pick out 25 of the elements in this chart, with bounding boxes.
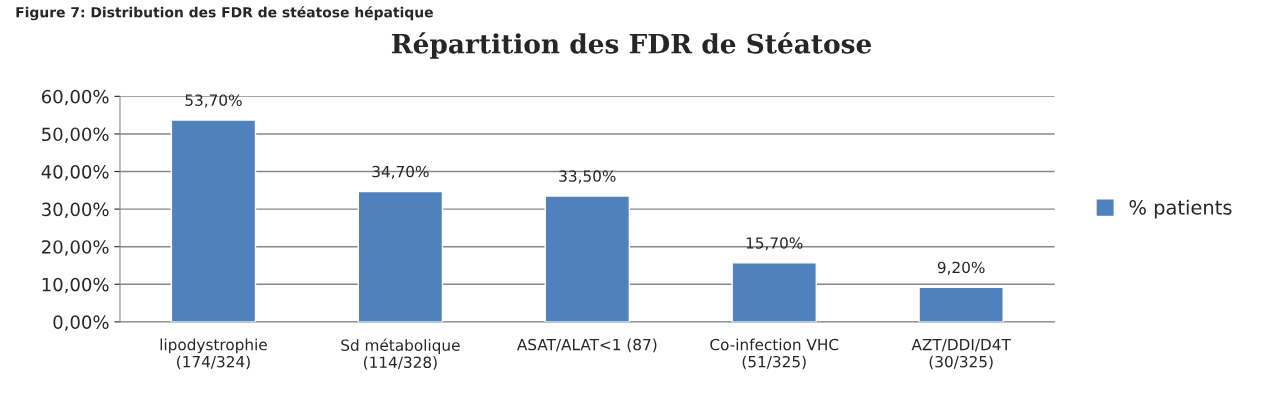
x-tick-label: lipodystrophie (174/324) bbox=[160, 338, 267, 370]
bar bbox=[544, 195, 631, 322]
data-label: 33,50% bbox=[559, 170, 616, 184]
x-tick-label: ASAT/ALAT<1 (87) bbox=[517, 338, 657, 353]
y-tick-label: 20,00% bbox=[42, 240, 109, 256]
bar bbox=[918, 286, 1004, 322]
bar bbox=[170, 119, 257, 322]
legend-label: % patients bbox=[1129, 199, 1232, 219]
y-tick-label: 30,00% bbox=[42, 202, 109, 219]
bar bbox=[357, 190, 444, 322]
y-tick-label: 60,00% bbox=[41, 89, 109, 106]
x-tick-label: Sd métabolique (114/328) bbox=[341, 338, 460, 370]
data-label: 15,70% bbox=[746, 237, 803, 251]
x-tick-label: AZT/DDI/D4T (30/325) bbox=[911, 338, 1011, 370]
y-tick-label: 10,00% bbox=[42, 277, 109, 294]
data-label: 9,20% bbox=[937, 261, 985, 275]
bar bbox=[731, 262, 817, 322]
x-tick-label: Co-infection VHC (51/325) bbox=[710, 338, 839, 370]
y-tick-label: 50,00% bbox=[42, 127, 109, 143]
chart-title: Répartition des FDR de Stéatose bbox=[391, 32, 872, 59]
data-label: 53,70% bbox=[185, 94, 242, 108]
y-tick-label: 0,00% bbox=[53, 315, 109, 331]
y-tick-label: 40,00% bbox=[41, 164, 109, 181]
data-label: 34,70% bbox=[372, 165, 429, 179]
caption: Figure 7: Distribution des FDR de stéatose hépatique bbox=[16, 6, 433, 21]
